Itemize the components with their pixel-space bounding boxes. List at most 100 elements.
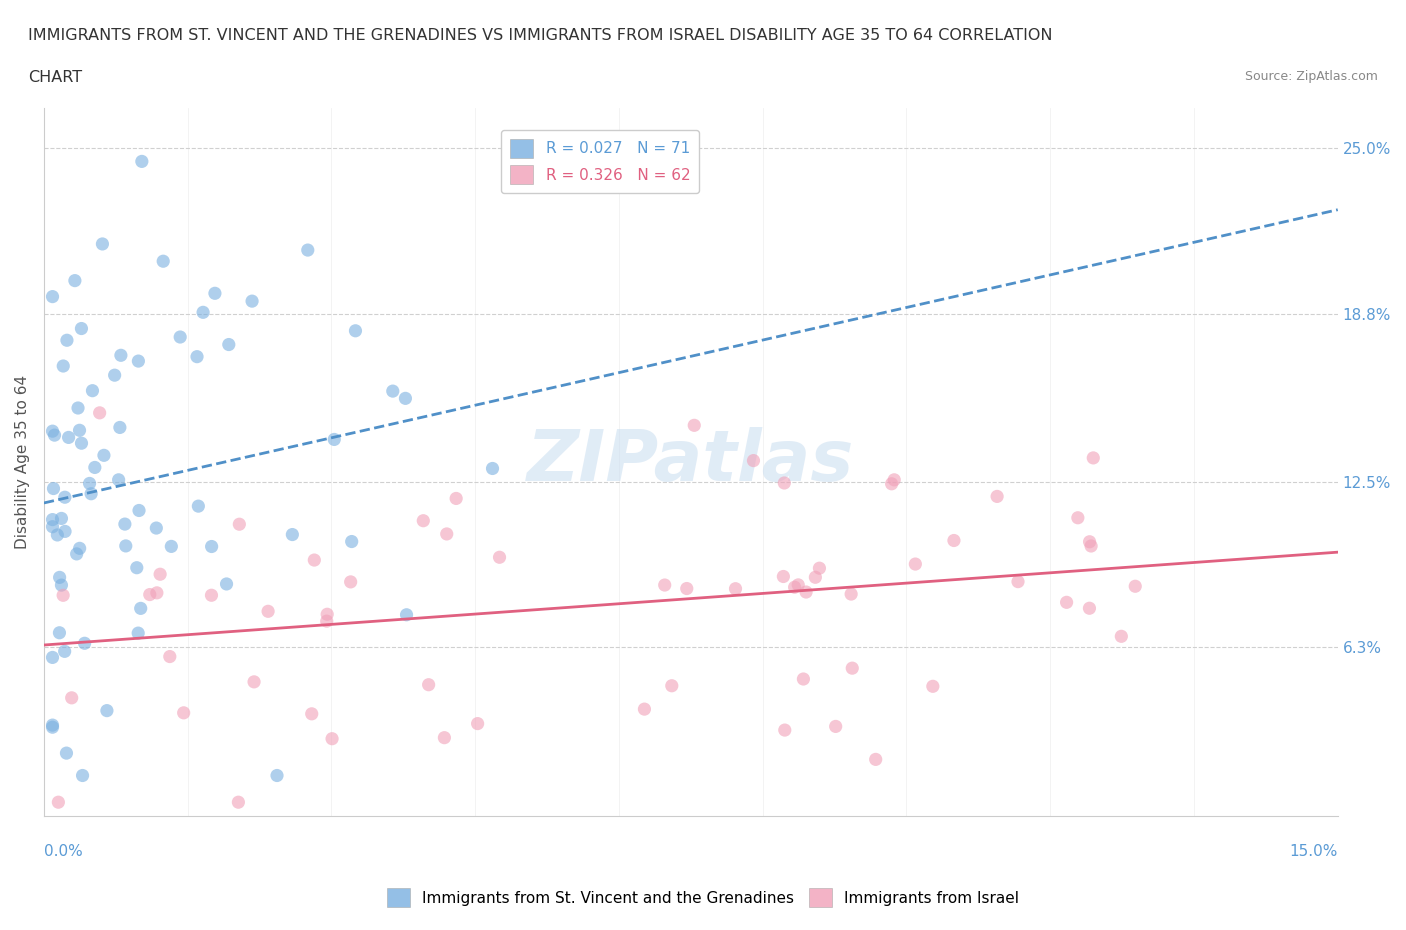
Point xyxy=(146,585,169,600)
Point xyxy=(125,560,148,575)
Text: ZIPatlas: ZIPatlas xyxy=(527,427,855,497)
Point xyxy=(344,324,367,339)
Point xyxy=(114,517,136,532)
Point xyxy=(297,243,319,258)
Point xyxy=(1056,595,1078,610)
Point xyxy=(58,430,80,445)
Point xyxy=(60,690,83,705)
Point xyxy=(339,575,361,590)
Point xyxy=(44,428,66,443)
Point xyxy=(52,359,75,374)
Point xyxy=(80,486,103,501)
Point xyxy=(467,716,489,731)
Point xyxy=(394,391,416,405)
Point xyxy=(51,578,73,592)
Point xyxy=(159,649,181,664)
Point xyxy=(281,527,304,542)
Point xyxy=(942,533,965,548)
Point xyxy=(1007,574,1029,589)
Point xyxy=(792,671,814,686)
Point xyxy=(773,723,796,737)
Point xyxy=(315,614,337,629)
Point xyxy=(83,460,105,475)
Point xyxy=(323,432,346,447)
Point xyxy=(395,607,418,622)
Point xyxy=(131,154,153,169)
Y-axis label: Disability Age 35 to 64: Disability Age 35 to 64 xyxy=(15,375,30,549)
Point xyxy=(55,746,77,761)
Point xyxy=(114,538,136,553)
Point xyxy=(675,581,697,596)
Point xyxy=(783,579,806,594)
Point xyxy=(880,476,903,491)
Point xyxy=(149,566,172,581)
Point xyxy=(444,491,467,506)
Text: 15.0%: 15.0% xyxy=(1289,844,1337,859)
Point xyxy=(41,512,63,527)
Point xyxy=(433,730,456,745)
Point xyxy=(321,731,343,746)
Point xyxy=(1067,511,1090,525)
Point xyxy=(104,367,127,382)
Point xyxy=(152,254,174,269)
Point xyxy=(48,625,70,640)
Point xyxy=(70,321,93,336)
Point xyxy=(654,578,676,592)
Point xyxy=(129,601,152,616)
Point xyxy=(804,570,827,585)
Point xyxy=(200,588,222,603)
Point xyxy=(436,526,458,541)
Point xyxy=(921,679,943,694)
Point xyxy=(41,289,63,304)
Point xyxy=(56,333,79,348)
Point xyxy=(69,541,91,556)
Text: IMMIGRANTS FROM ST. VINCENT AND THE GRENADINES VS IMMIGRANTS FROM ISRAEL DISABIL: IMMIGRANTS FROM ST. VINCENT AND THE GREN… xyxy=(28,28,1053,43)
Point xyxy=(127,626,149,641)
Point xyxy=(304,552,326,567)
Point xyxy=(41,718,63,733)
Point xyxy=(787,578,810,592)
Point xyxy=(89,405,111,420)
Point xyxy=(904,557,927,572)
Point xyxy=(865,752,887,767)
Point xyxy=(481,461,503,476)
Legend: Immigrants from St. Vincent and the Grenadines, Immigrants from Israel: Immigrants from St. Vincent and the Gren… xyxy=(381,883,1025,913)
Point xyxy=(1123,578,1146,593)
Point xyxy=(41,720,63,735)
Point xyxy=(773,475,796,490)
Text: Source: ZipAtlas.com: Source: ZipAtlas.com xyxy=(1244,70,1378,83)
Point xyxy=(381,384,404,399)
Point xyxy=(160,539,183,554)
Point xyxy=(69,423,91,438)
Point xyxy=(41,424,63,439)
Point xyxy=(633,701,655,716)
Point xyxy=(108,420,131,435)
Point xyxy=(340,534,363,549)
Point xyxy=(841,660,863,675)
Point xyxy=(204,286,226,300)
Point xyxy=(1080,538,1102,553)
Point xyxy=(46,527,69,542)
Legend: R = 0.027   N = 71, R = 0.326   N = 62: R = 0.027 N = 71, R = 0.326 N = 62 xyxy=(501,130,699,193)
Point xyxy=(316,607,339,622)
Point xyxy=(742,453,765,468)
Point xyxy=(883,472,905,487)
Point xyxy=(301,707,323,722)
Point xyxy=(488,550,510,565)
Point xyxy=(173,705,195,720)
Point xyxy=(169,329,191,344)
Point xyxy=(70,436,93,451)
Point xyxy=(48,795,70,810)
Point xyxy=(66,547,89,562)
Point xyxy=(79,476,101,491)
Point xyxy=(53,644,76,658)
Point xyxy=(82,383,104,398)
Point xyxy=(91,236,114,251)
Point xyxy=(772,569,794,584)
Point xyxy=(1111,629,1133,644)
Point xyxy=(127,353,149,368)
Point xyxy=(418,677,440,692)
Point xyxy=(1083,450,1105,465)
Point xyxy=(228,517,250,532)
Point xyxy=(661,678,683,693)
